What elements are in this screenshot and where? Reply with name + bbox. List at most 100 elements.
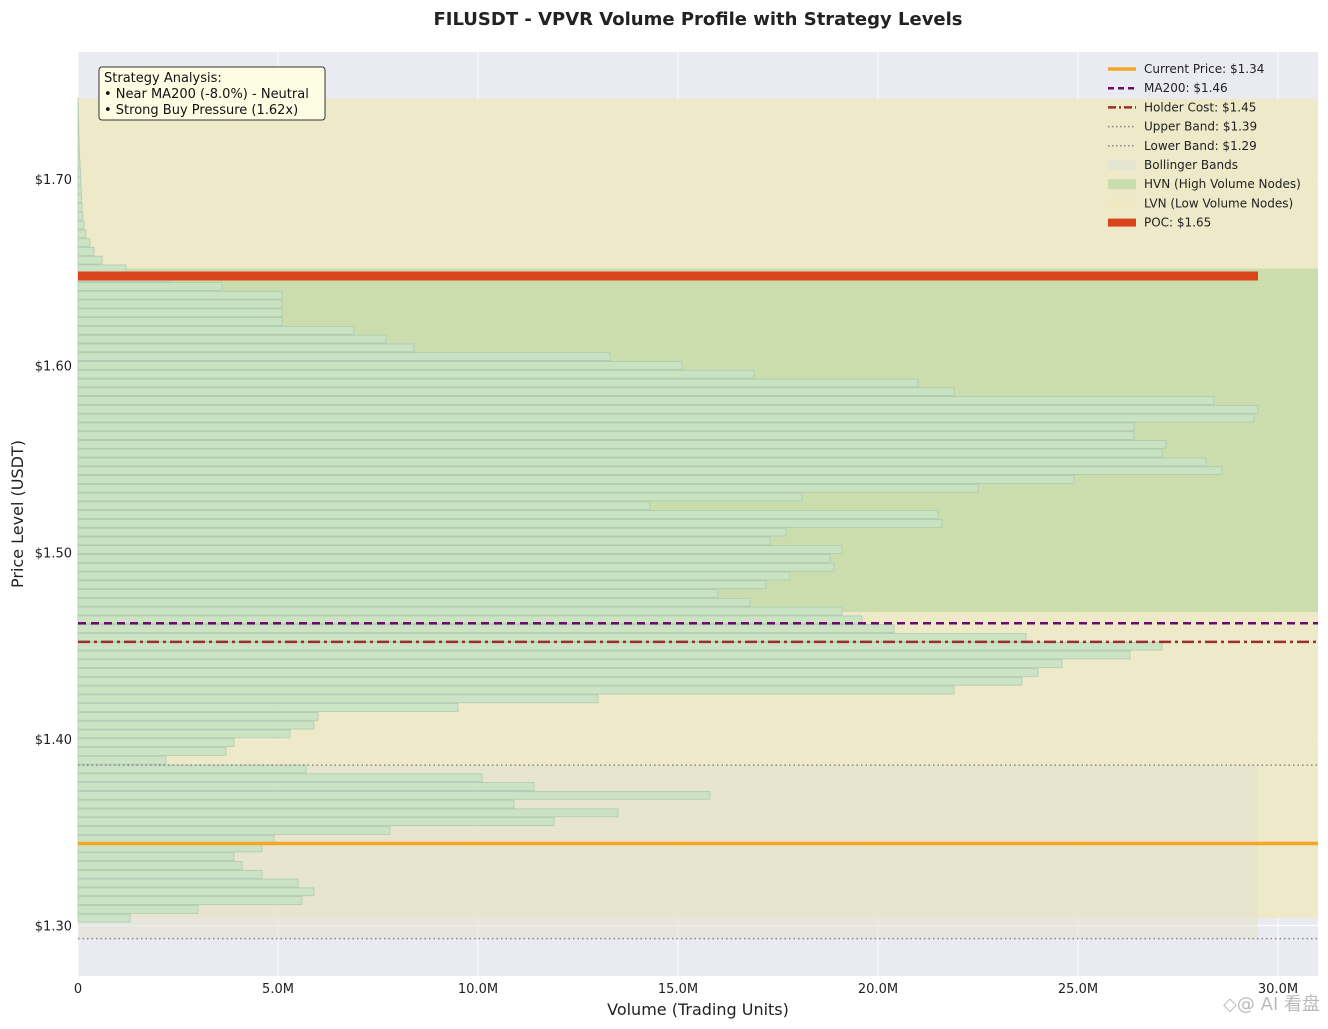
legend-swatch xyxy=(1108,218,1136,227)
volume-bar xyxy=(77,869,263,879)
legend-label: MA200: $1.46 xyxy=(1144,81,1228,95)
volume-bar xyxy=(77,334,387,344)
volume-bar xyxy=(77,159,81,168)
legend: Current Price: $1.34 MA200: $1.46 Holder C… xyxy=(1108,62,1301,230)
volume-bar xyxy=(77,299,283,309)
volume-bar xyxy=(77,343,415,353)
x-tick-label: 30.0M xyxy=(1258,982,1298,997)
volume-bar xyxy=(77,308,283,318)
volume-bar xyxy=(77,773,483,783)
legend-label: Upper Band: $1.39 xyxy=(1144,120,1257,134)
strategy-annotation: Strategy Analysis: • Near MA200 (-8.0%) … xyxy=(98,66,326,121)
volume-bar xyxy=(77,650,1131,660)
volume-bar xyxy=(77,361,683,370)
volume-bar xyxy=(77,782,535,791)
volume-bar xyxy=(77,150,80,160)
volume-bar xyxy=(77,536,771,546)
volume-bar xyxy=(77,185,82,195)
y-axis-label: Price Level (USDT) xyxy=(8,440,27,588)
volume-bar xyxy=(77,440,1167,449)
volume-bar xyxy=(77,404,1259,414)
legend-swatch xyxy=(1108,198,1136,209)
volume-bar xyxy=(77,694,599,704)
volume-bar xyxy=(77,545,843,555)
volume-bar xyxy=(77,633,1027,642)
volume-bar xyxy=(77,132,80,142)
volume-bar xyxy=(77,238,91,247)
x-tick-label: 20.0M xyxy=(858,982,898,997)
x-axis-label: Volume (Trading Units) xyxy=(607,1000,789,1019)
volume-bar xyxy=(77,369,755,379)
legend-item: Bollinger Bands xyxy=(1108,158,1238,172)
volume-bar xyxy=(77,211,84,221)
axis-ticks: 0 5.0M 10.0M 15.0M 20.0M 25.0M 30.0M $1.30 $1.40… xyxy=(35,173,1298,997)
legend-item: Current Price: $1.34 xyxy=(1108,62,1264,76)
volume-bar xyxy=(77,475,1075,484)
volume-bar xyxy=(77,852,235,862)
volume-bar xyxy=(77,124,80,133)
volume-bar xyxy=(77,194,82,204)
volume-bar xyxy=(77,247,95,256)
volume-bar xyxy=(77,527,787,537)
volume-bar xyxy=(77,624,895,633)
legend-swatch xyxy=(1108,179,1136,190)
legend-item: HVN (High Volume Nodes) xyxy=(1108,177,1301,191)
x-tick-label: 15.0M xyxy=(658,982,698,997)
volume-bar xyxy=(77,396,1215,405)
volume-bar xyxy=(77,378,919,388)
annotation-line: • Near MA200 (-8.0%) - Neutral xyxy=(104,87,309,102)
volume-bar xyxy=(77,747,227,756)
volume-bar xyxy=(77,431,1135,440)
volume-bar xyxy=(77,720,315,730)
legend-label: POC: $1.65 xyxy=(1144,216,1211,230)
volume-bar xyxy=(77,905,199,914)
y-tick-label: $1.70 xyxy=(35,173,72,188)
volume-bar xyxy=(77,203,83,212)
y-tick-label: $1.30 xyxy=(35,920,72,935)
volume-bar xyxy=(77,685,955,695)
volume-bar xyxy=(77,755,167,765)
volume-bar xyxy=(77,580,767,590)
volume-bar xyxy=(77,597,751,607)
volume-bar xyxy=(77,641,1163,651)
volume-bar xyxy=(77,668,1039,677)
volume-bar xyxy=(77,896,303,905)
volume-bar xyxy=(77,808,619,818)
volume-bar xyxy=(77,352,611,361)
volume-bar xyxy=(77,141,80,151)
volume-bar xyxy=(77,492,803,502)
legend-item: Holder Cost: $1.45 xyxy=(1108,100,1256,114)
volume-bar xyxy=(77,483,979,493)
volume-bar xyxy=(77,220,85,230)
legend-label: LVN (Low Volume Nodes) xyxy=(1144,196,1293,210)
annotation-line: • Strong Buy Pressure (1.62x) xyxy=(104,103,298,118)
volume-bar xyxy=(77,589,719,598)
volume-bar xyxy=(77,255,103,265)
volume-bar xyxy=(77,554,831,563)
volume-bar xyxy=(77,729,291,739)
volume-bar xyxy=(77,799,515,809)
legend-item: LVN (Low Volume Nodes) xyxy=(1108,196,1293,210)
volume-bar xyxy=(77,229,87,239)
x-tick-label: 0 xyxy=(74,982,82,997)
volume-bar xyxy=(77,703,459,712)
annotation-box xyxy=(98,66,326,121)
volume-bar xyxy=(77,501,651,511)
x-tick-label: 25.0M xyxy=(1058,982,1098,997)
y-tick-label: $1.50 xyxy=(35,546,72,561)
volume-bar xyxy=(77,659,1063,669)
volume-bar xyxy=(77,606,843,616)
volume-bar xyxy=(77,176,82,186)
level-lines xyxy=(78,271,1318,940)
x-tick-label: 10.0M xyxy=(458,982,498,997)
volume-bar xyxy=(77,510,939,519)
volume-bar xyxy=(77,282,223,291)
volume-bar xyxy=(77,790,711,800)
volume-bar xyxy=(77,861,243,870)
legend-label: HVN (High Volume Nodes) xyxy=(1144,177,1301,191)
volume-bar xyxy=(77,325,355,335)
y-tick-label: $1.60 xyxy=(35,360,72,375)
legend-label: Bollinger Bands xyxy=(1144,158,1238,172)
legend-label: Holder Cost: $1.45 xyxy=(1144,100,1256,114)
